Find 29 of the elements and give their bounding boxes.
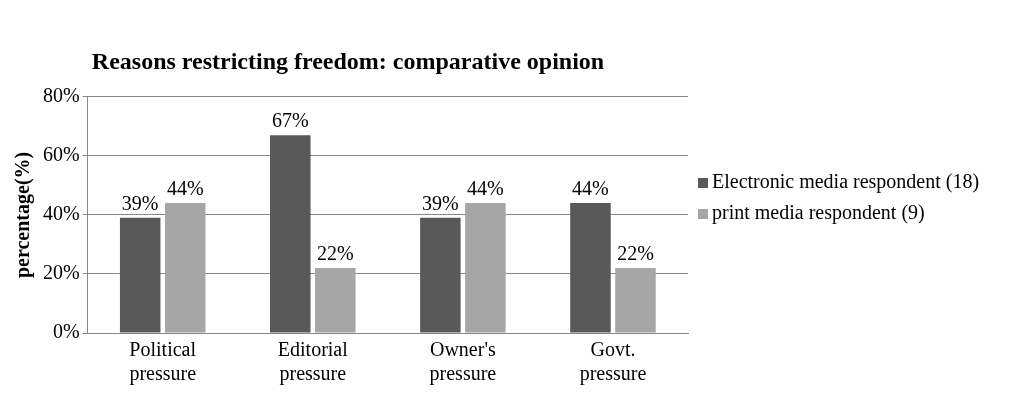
- bar: [465, 203, 506, 333]
- bar: [570, 203, 611, 333]
- y-tick-label: 0%: [52, 320, 80, 343]
- y-tick-label: 40%: [42, 202, 80, 225]
- data-label: 39%: [422, 192, 459, 215]
- y-tick-label: 20%: [42, 261, 80, 284]
- x-tick-label: Editorial pressure: [277, 338, 349, 386]
- chart-title: Reasons restricting freedom: comparative opinion: [91, 47, 605, 74]
- bar: [615, 268, 656, 333]
- legend-label: Electronic media respondent (18): [712, 169, 980, 193]
- x-tick-label: Owner's pressure: [429, 338, 497, 386]
- legend-label: print media respondent (9): [712, 200, 925, 224]
- data-label: 67%: [271, 109, 309, 132]
- y-tick-label: 80%: [42, 84, 80, 107]
- bar: [315, 268, 356, 333]
- y-tick-label: 60%: [42, 143, 80, 166]
- bar: [119, 217, 161, 333]
- bar: [420, 217, 461, 333]
- x-tick-label: Govt. pressure: [579, 338, 647, 386]
- data-label: 44%: [166, 177, 204, 200]
- data-label: 22%: [617, 242, 654, 265]
- bar: [270, 135, 311, 333]
- x-tick-label: Political pressure: [129, 338, 197, 386]
- data-label: 22%: [316, 242, 354, 265]
- data-label: 44%: [467, 177, 504, 200]
- bar: [164, 203, 206, 333]
- y-axis-title: percentage(%): [11, 151, 35, 279]
- data-label: 44%: [572, 177, 609, 200]
- data-label: 39%: [121, 192, 159, 215]
